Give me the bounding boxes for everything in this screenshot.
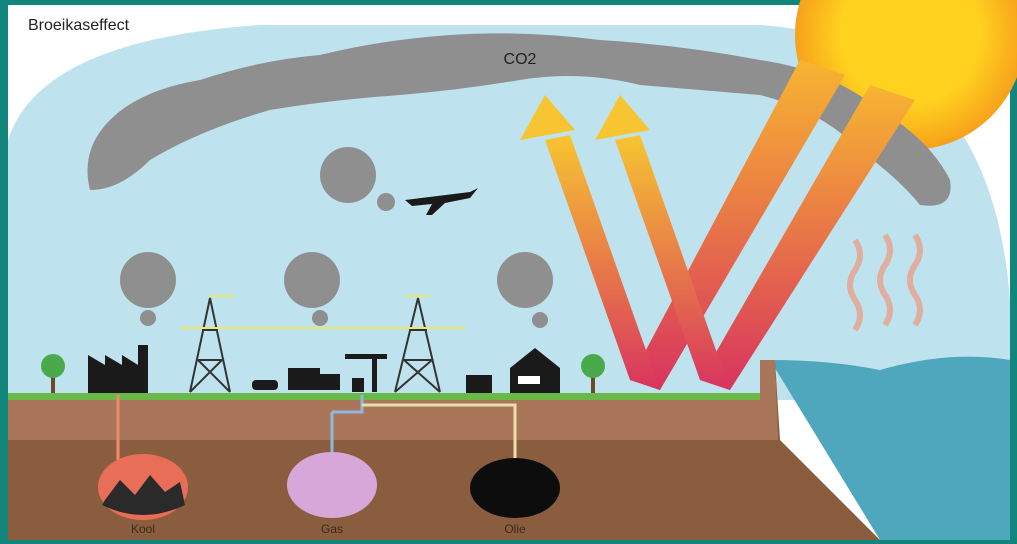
gas-label: Gas (321, 522, 343, 536)
oil-label: Olie (504, 522, 526, 536)
page: {"title": "Broeikaseffect", "labels": {"… (0, 0, 1017, 544)
illustration: Broeikaseffect CO2 Kool Gas Olie (0, 0, 1017, 544)
house-window (518, 376, 540, 384)
co2-label: CO2 (504, 51, 537, 68)
gas-deposit (287, 452, 377, 518)
coal-label: Kool (131, 522, 155, 536)
oil-deposit (470, 458, 560, 518)
grass (8, 393, 760, 400)
title: Broeikaseffect (28, 17, 130, 34)
